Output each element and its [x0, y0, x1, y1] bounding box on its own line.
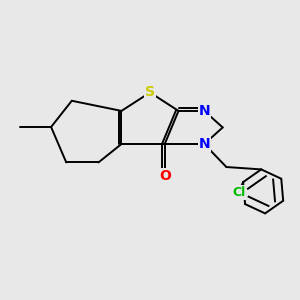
Text: N: N	[199, 137, 210, 151]
Text: Cl: Cl	[232, 186, 245, 199]
Text: S: S	[145, 85, 155, 100]
Text: O: O	[159, 169, 171, 183]
Text: N: N	[199, 104, 210, 118]
